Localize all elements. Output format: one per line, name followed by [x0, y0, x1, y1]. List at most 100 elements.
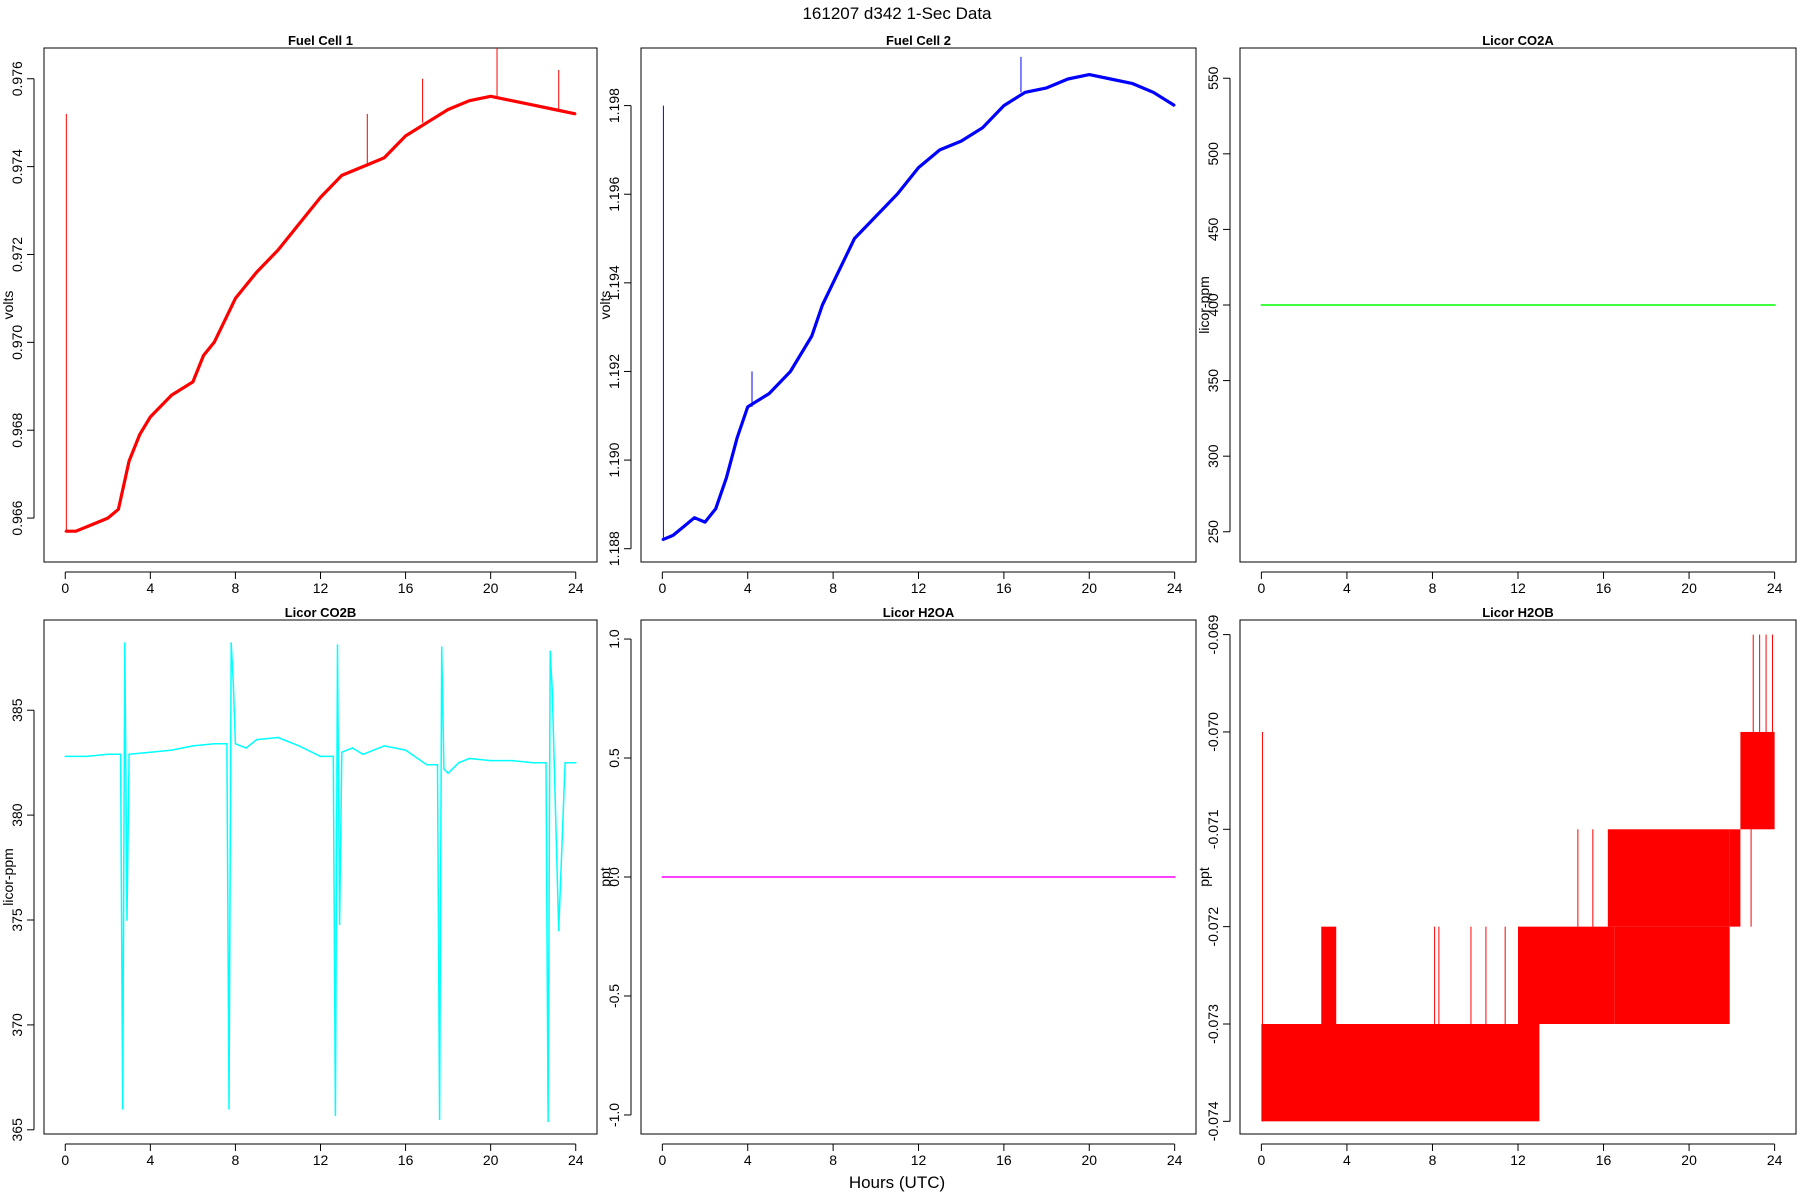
data-layer — [661, 876, 1176, 878]
data-point — [138, 433, 141, 436]
data-band — [1729, 829, 1741, 927]
x-tick-label: 8 — [829, 1152, 837, 1168]
plot-frame — [1239, 47, 1797, 563]
data-point — [230, 642, 232, 644]
data-point — [149, 751, 152, 753]
data-point — [489, 95, 492, 98]
data-layer — [1261, 634, 1775, 1122]
y-axis-label: licor-ppm — [0, 848, 16, 906]
data-point — [277, 249, 279, 251]
data-point — [126, 919, 128, 921]
data-point — [1260, 304, 1263, 306]
x-tick-label: 4 — [744, 580, 752, 596]
data-point — [981, 126, 984, 129]
data-point — [532, 104, 534, 106]
data-band — [1614, 926, 1730, 1024]
y-tick-label: 365 — [9, 1118, 25, 1142]
data-point — [1173, 104, 1176, 107]
y-tick-label: -0.070 — [1205, 712, 1221, 752]
plot-frame — [43, 47, 598, 563]
x-tick-label: 16 — [996, 580, 1012, 596]
data-band — [1607, 829, 1730, 927]
data-point — [682, 525, 685, 528]
data-point — [426, 763, 428, 766]
data-point — [1131, 82, 1133, 85]
data-point — [202, 354, 205, 357]
data-point — [245, 747, 247, 749]
x-tick-label: 8 — [829, 580, 837, 596]
x-tick-label: 24 — [1167, 580, 1183, 596]
y-tick-label: 400 — [1205, 293, 1221, 317]
plot-frame — [1239, 619, 1797, 1135]
x-tick-label: 24 — [568, 1152, 584, 1168]
y-tick-label: 375 — [9, 908, 25, 932]
data-point — [672, 534, 674, 537]
data-point — [468, 99, 471, 102]
data-point — [383, 745, 386, 747]
data-point — [532, 761, 534, 764]
data-point — [960, 140, 962, 142]
chart-panel-5: Licor H2OA 0 4 8 12 16 20 24 -1.0 -0.5 0.0 0.5 1.0 pp… — [597, 605, 1197, 1168]
data-point — [511, 99, 513, 102]
data-point — [85, 526, 88, 528]
data-point — [121, 1108, 124, 1110]
data-point — [336, 644, 339, 646]
data-point — [213, 742, 215, 745]
y-tick-label: 1.196 — [606, 176, 622, 211]
data-point — [714, 508, 717, 510]
panel-title: Fuel Cell 1 — [288, 33, 353, 48]
y-tick-label: 1.192 — [606, 354, 622, 389]
data-point — [149, 416, 152, 418]
data-point — [128, 460, 130, 462]
data-point — [213, 341, 215, 344]
data-point — [255, 738, 258, 741]
x-tick-label: 8 — [1429, 1152, 1437, 1168]
y-tick-label: 1.198 — [606, 88, 622, 123]
panel-title: Licor CO2B — [285, 605, 357, 620]
data-point — [768, 392, 770, 395]
data-series — [661, 72, 1176, 542]
data-point — [832, 282, 834, 284]
y-axis-label: ppt — [1196, 867, 1212, 887]
data-point — [438, 1118, 441, 1121]
y-tick-label: 380 — [9, 803, 25, 827]
data-point — [1152, 91, 1155, 94]
y-axis-label: volts — [597, 291, 613, 320]
data-point — [746, 406, 749, 408]
x-tick-label: 16 — [1596, 580, 1612, 596]
y-axis-label: ppt — [597, 867, 613, 887]
data-point — [96, 521, 98, 524]
data-point — [426, 121, 428, 124]
data-point — [917, 166, 920, 169]
data-point — [234, 742, 237, 745]
panel-title: Licor H2OB — [1482, 605, 1554, 620]
data-point — [117, 508, 120, 511]
y-tick-label: 350 — [1205, 369, 1221, 393]
y-axis-label: volts — [0, 291, 16, 320]
data-point — [810, 335, 813, 337]
data-point — [1003, 104, 1005, 107]
data-point — [574, 113, 577, 115]
data-layer — [1260, 304, 1776, 306]
chart-panel-2: Fuel Cell 2 0 4 8 12 16 20 24 1.188 1.190 1.192 1.1… — [597, 33, 1197, 596]
data-point — [547, 1120, 549, 1123]
data-point — [119, 753, 122, 756]
y-tick-label: 500 — [1205, 142, 1221, 166]
data-series — [65, 642, 576, 1123]
data-point — [789, 370, 792, 373]
data-point — [298, 745, 301, 747]
x-tick-label: 24 — [1167, 1152, 1183, 1168]
y-tick-label: 0.966 — [9, 500, 25, 535]
x-tick-label: 16 — [996, 1152, 1012, 1168]
data-point — [170, 394, 173, 396]
data-point — [362, 753, 364, 756]
data-point — [192, 745, 194, 747]
x-tick-label: 16 — [398, 580, 414, 596]
data-series — [65, 94, 577, 533]
data-point — [223, 319, 226, 322]
data-point — [334, 1114, 337, 1116]
data-point — [340, 174, 343, 177]
x-tick-label: 4 — [146, 580, 154, 596]
y-tick-label: -1.0 — [606, 1103, 622, 1127]
y-tick-label: -0.071 — [1205, 809, 1221, 849]
